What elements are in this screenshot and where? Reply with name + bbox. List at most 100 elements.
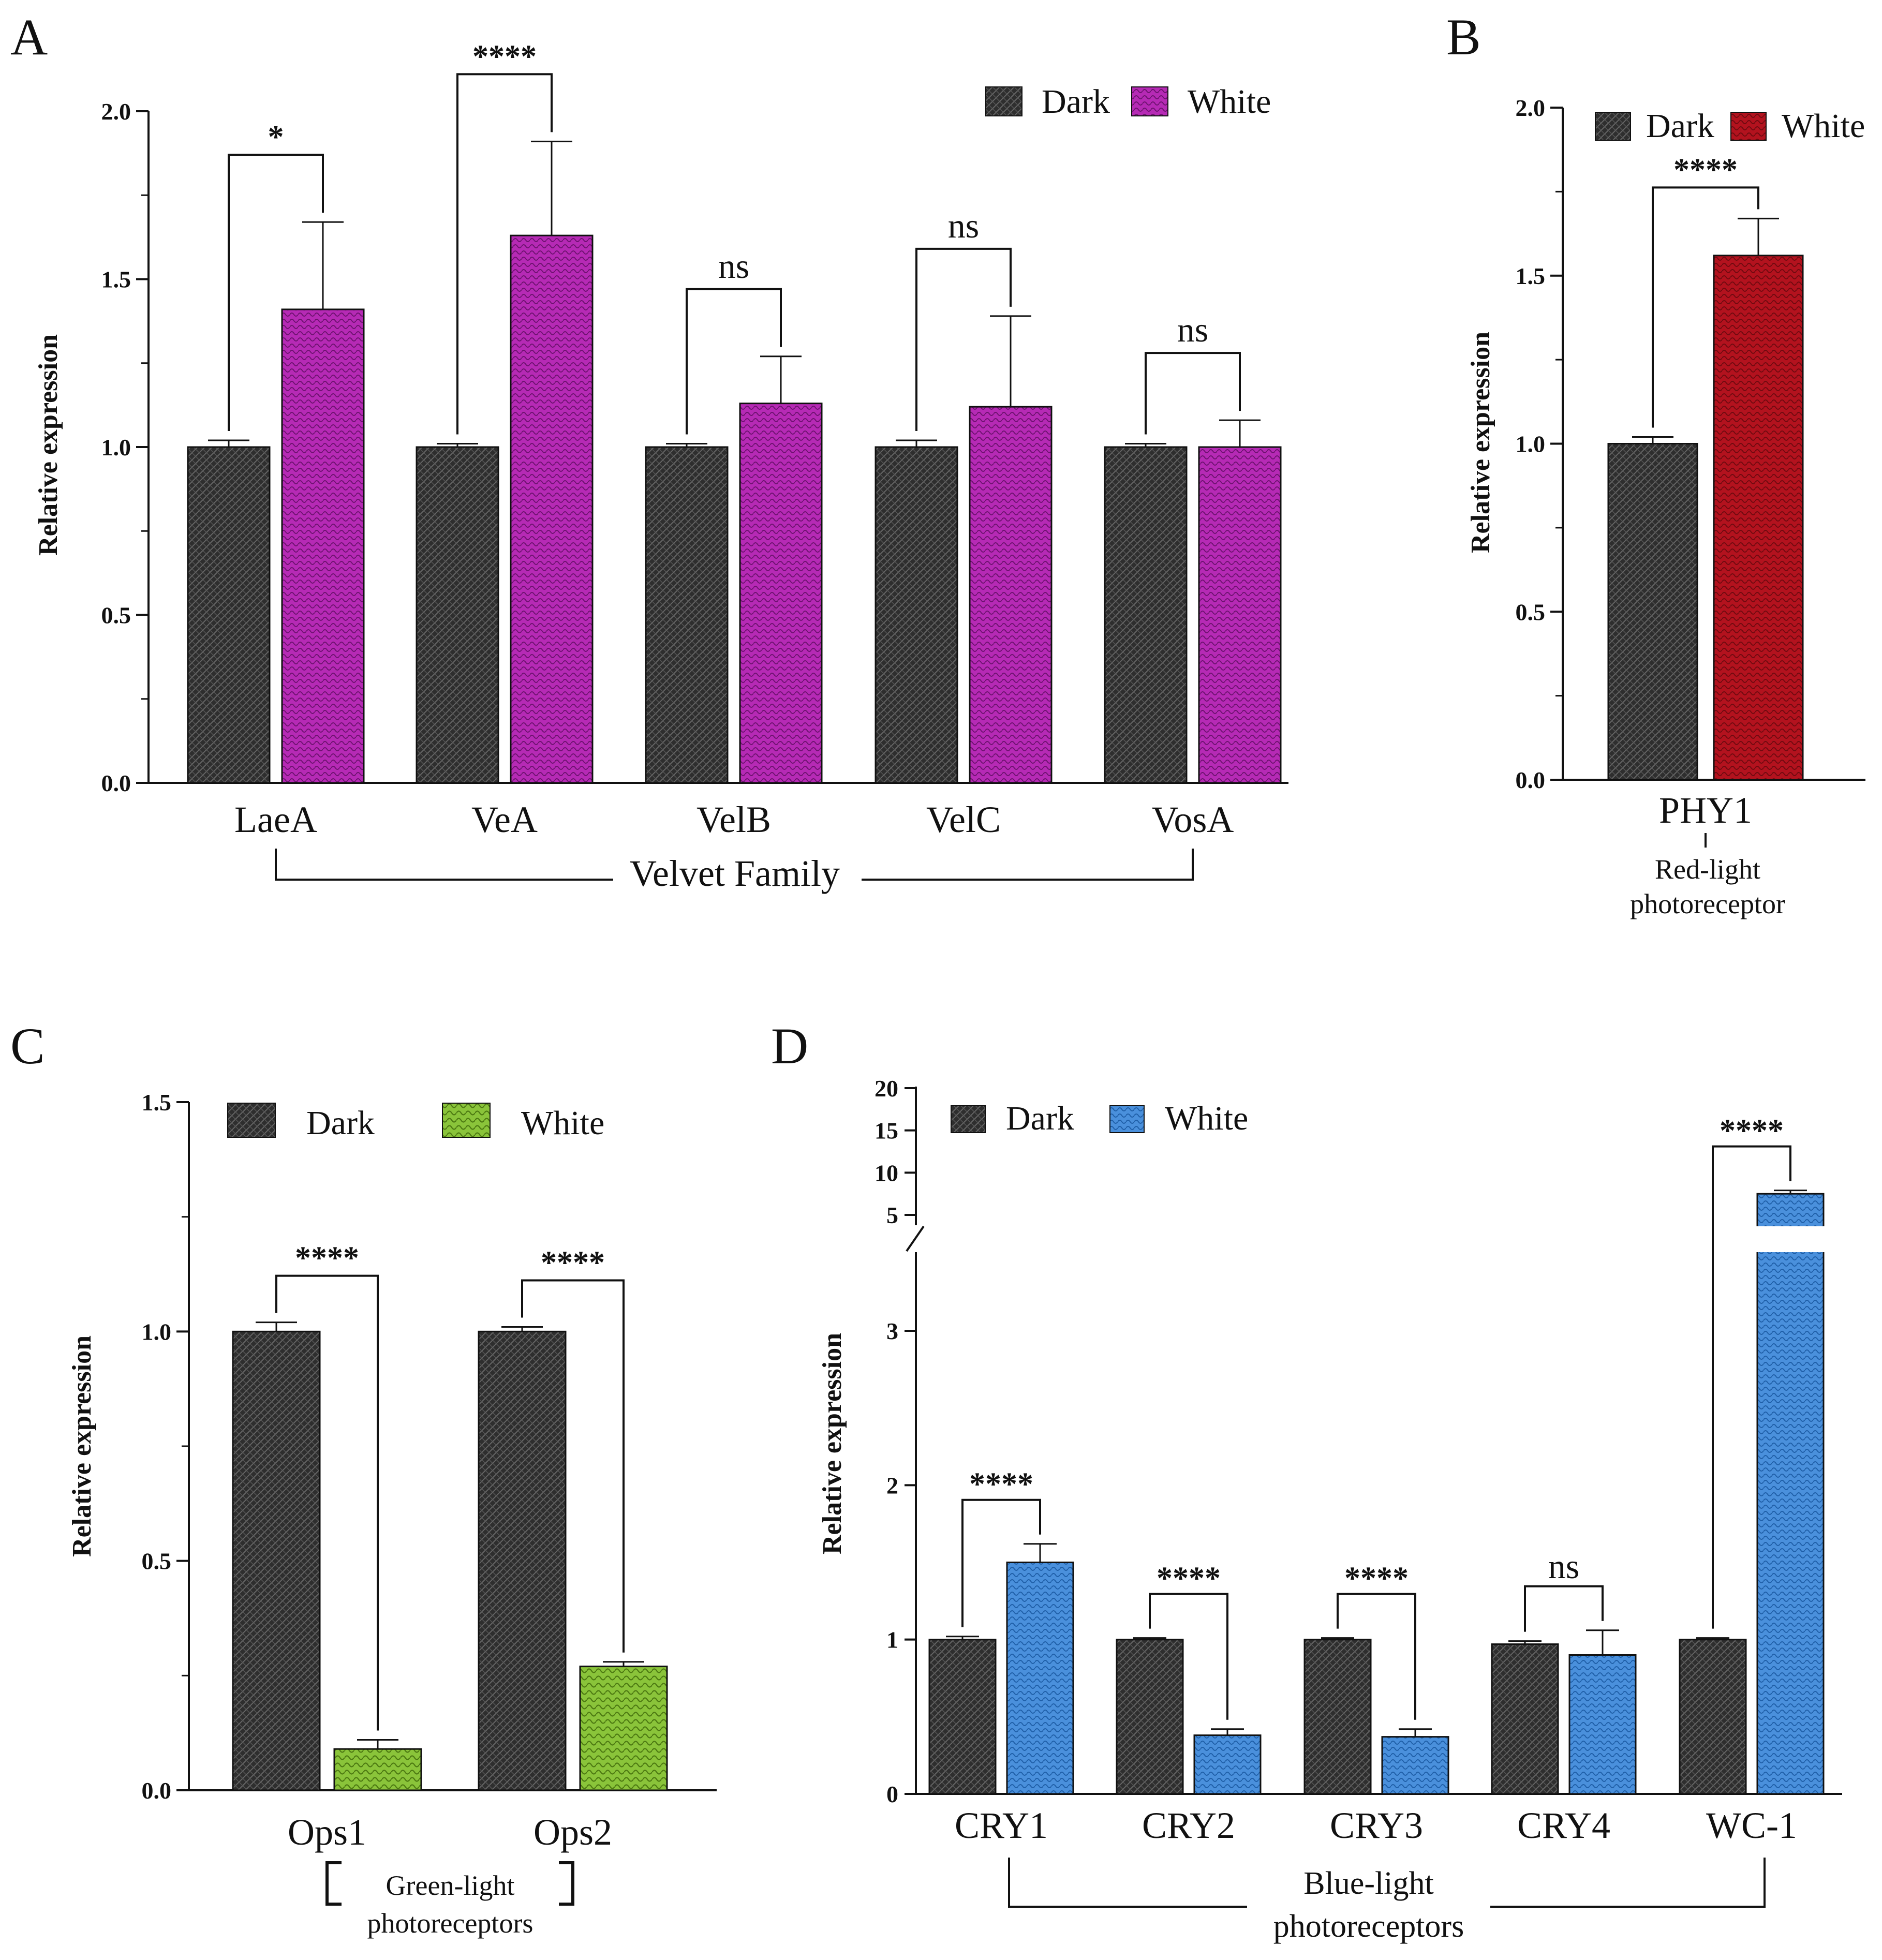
significance-bracket	[1524, 1585, 1604, 1632]
panel-a: 0.0 0.5 1.0 1.5 2.0 Relative expression LaeA * V…	[34, 39, 1288, 894]
group-bracket-left	[1008, 1858, 1247, 1908]
group-label-line2: photoreceptors	[367, 1908, 534, 1939]
bar-dark-vosa	[1104, 446, 1188, 784]
y-tick-label: 5	[886, 1202, 898, 1228]
significance-bracket	[1652, 186, 1759, 428]
significance-label: ****	[1720, 1113, 1784, 1149]
group-bracket-right	[559, 1861, 574, 1906]
panel-label-b: B	[1446, 8, 1481, 66]
bar-dark-phy1	[1607, 443, 1698, 781]
legend-swatch-dark	[985, 86, 1022, 116]
x-tick-label: LaeA	[234, 799, 317, 840]
bar-white-velb	[739, 403, 823, 784]
bar-white-cry4	[1568, 1654, 1637, 1795]
x-tick-label: VosA	[1152, 799, 1234, 840]
y-tick-label: 0.0	[1516, 767, 1546, 793]
significance-label: ****	[472, 39, 537, 74]
panel-d: 0 1 2 3 5 10 15 20 Relative expression Dark White *…	[818, 1075, 1842, 1944]
significance-bracket	[686, 288, 782, 435]
bar-white-ops1	[333, 1748, 422, 1791]
y-tick-label: 0.0	[101, 770, 131, 796]
bar-dark-ops2	[478, 1330, 567, 1791]
y-tick-label: 1.5	[1516, 263, 1546, 289]
y-tick-label: 0	[886, 1781, 898, 1807]
y-tick-label: 0.5	[101, 602, 131, 629]
bar-dark-wc-1	[1679, 1639, 1747, 1795]
legend-swatch-white	[442, 1103, 491, 1138]
bar-white-laea	[281, 308, 365, 784]
group-label-line1: Blue-light	[1303, 1866, 1433, 1901]
x-tick-label: VelB	[697, 799, 771, 840]
significance-bracket	[1337, 1593, 1416, 1720]
bar-dark-vea	[416, 446, 499, 784]
significance-bracket	[1712, 1145, 1791, 1629]
legend-label-dark: Dark	[1006, 1100, 1074, 1137]
x-tick-label: Ops2	[534, 1811, 612, 1853]
group-label-line2: photoreceptors	[1273, 1909, 1464, 1944]
bar-dark-cry1	[928, 1639, 997, 1795]
x-tick-label: CRY1	[955, 1805, 1048, 1846]
significance-label: *	[268, 120, 284, 155]
legend-label-dark: Dark	[1042, 83, 1110, 121]
y-tick-label: 10	[875, 1160, 898, 1186]
group-bracket-left	[325, 1861, 342, 1906]
significance-bracket	[228, 154, 324, 432]
bar-white-cry1	[1006, 1562, 1074, 1795]
significance-label: ns	[1548, 1547, 1579, 1586]
significance-label: ****	[1157, 1561, 1221, 1596]
group-bracket-left	[275, 849, 613, 881]
bar-dark-laea	[187, 446, 271, 784]
significance-label: ****	[1344, 1561, 1409, 1596]
significance-bracket	[961, 1498, 1041, 1627]
group-label-line1: Green-light	[386, 1870, 515, 1901]
significance-bracket	[1145, 352, 1241, 435]
y-tick-label: 1.0	[142, 1318, 172, 1345]
y-tick-label: 0.5	[142, 1548, 172, 1575]
significance-label: ****	[295, 1241, 359, 1276]
panel-label-c: C	[10, 1017, 45, 1075]
legend-swatch-dark	[951, 1105, 986, 1133]
x-tick-label: VeA	[471, 799, 538, 840]
panel-c: 0.0 0.5 1.0 1.5 Relative expression Ops1 **** O…	[67, 1089, 717, 1939]
y-tick-label: 2.0	[1516, 95, 1546, 121]
panel-labels: A B C D	[10, 8, 1481, 1075]
significance-label: ns	[718, 246, 749, 286]
bar-white-ops2	[579, 1666, 668, 1791]
bar-white-cry3	[1381, 1736, 1449, 1795]
y-tick-label: 1.5	[142, 1089, 172, 1116]
bar-dark-cry4	[1491, 1643, 1559, 1795]
x-tick-label: WC-1	[1706, 1805, 1797, 1846]
panel-label-d: D	[771, 1017, 808, 1075]
significance-label: ****	[541, 1245, 605, 1280]
legend-label-white: White	[521, 1104, 604, 1142]
bar-dark-velc	[875, 446, 958, 784]
significance-bracket	[915, 247, 1012, 432]
y-tick-label: 0.5	[1516, 599, 1546, 625]
bar-white-vea	[510, 234, 594, 784]
legend-label-white: White	[1188, 83, 1271, 121]
bar-dark-cry2	[1116, 1639, 1184, 1795]
significance-label: ns	[948, 206, 979, 245]
bar-white-wc-1	[1756, 1193, 1825, 1795]
bar-white-velc	[969, 406, 1053, 784]
legend-label-dark: Dark	[306, 1104, 375, 1142]
group-label-line1: Red-light	[1655, 854, 1760, 885]
y-tick-label: 0.0	[142, 1777, 172, 1804]
x-tick-label: CRY2	[1142, 1805, 1235, 1846]
axis-break-gap	[1756, 1226, 1825, 1252]
bar-white-cry2	[1193, 1734, 1262, 1795]
y-tick-label: 15	[875, 1118, 898, 1144]
group-bracket-right	[1490, 1858, 1766, 1908]
x-tick-label: VelC	[926, 799, 1001, 840]
y-tick-label: 1.5	[101, 266, 131, 293]
bar-white-vosa	[1198, 446, 1282, 784]
legend-swatch-white	[1109, 1105, 1145, 1133]
bar-dark-ops1	[232, 1330, 321, 1791]
significance-label: ****	[1673, 152, 1738, 187]
x-tick-label: PHY1	[1659, 790, 1752, 831]
y-axis-label: Relative expression	[67, 1335, 97, 1557]
significance-bracket	[275, 1274, 379, 1731]
y-tick-label: 2	[886, 1472, 898, 1498]
y-tick-label: 1.0	[1516, 431, 1546, 457]
